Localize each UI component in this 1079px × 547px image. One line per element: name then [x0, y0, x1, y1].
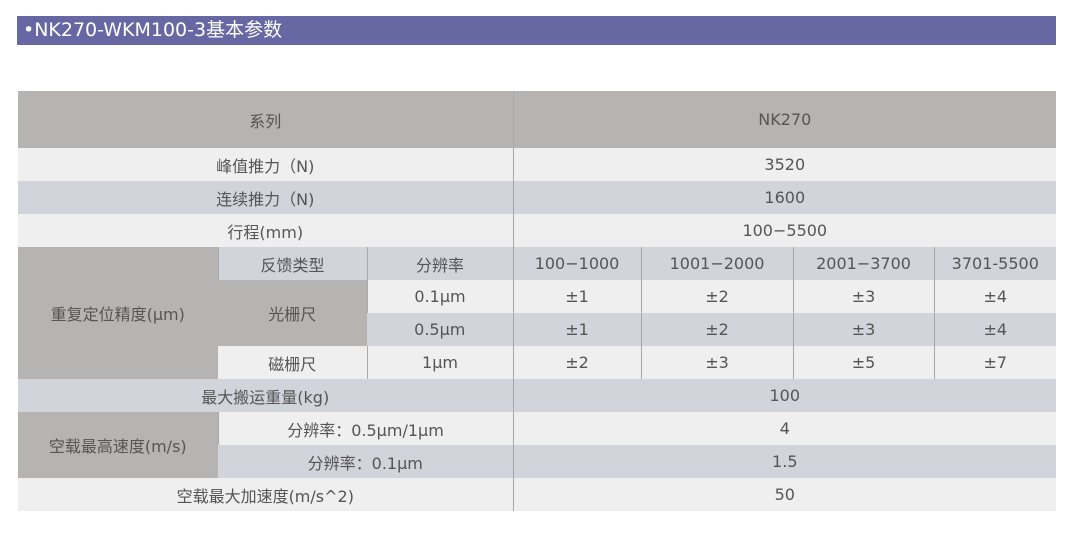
- table-row: 最大搬运重量(kg) 100: [18, 379, 1057, 412]
- resolution-cell: 1μm: [366, 346, 514, 379]
- table-row: 空载最高速度(m/s) 分辨率：0.5μm/1μm 4: [18, 412, 1057, 478]
- range-header: 3701-5500: [933, 247, 1057, 280]
- payload-label: 最大搬运重量(kg): [201, 387, 330, 407]
- value-cell: ±7: [933, 346, 1057, 379]
- table-row: 连续推力（N) 1600: [18, 181, 1057, 214]
- table-row: 行程(mm) 100−5500: [18, 214, 1057, 247]
- section-title: •NK270-WKM100-3基本参数: [17, 16, 1056, 45]
- range-header: 100−1000: [512, 247, 642, 280]
- series-label: 系列: [18, 91, 514, 148]
- range-header: 2001−3700: [792, 247, 935, 280]
- value-cell: ±3: [792, 313, 935, 346]
- value-cell: ±5: [792, 346, 935, 379]
- resolution-header: 分辨率: [366, 247, 514, 280]
- peak-force-value: 3520: [512, 148, 1057, 181]
- repeat-label: 重复定位精度(μm): [18, 247, 218, 379]
- value-cell: ±1: [512, 280, 642, 313]
- range-header: 1001−2000: [640, 247, 794, 280]
- value-cell: ±2: [512, 346, 642, 379]
- accel-label: 空载最大加速度(m/s^2): [176, 486, 354, 506]
- optical-scale-label: 光栅尺: [218, 280, 367, 346]
- speed-condition: 分辨率：0.1μm: [307, 453, 423, 473]
- peak-force-label: 峰值推力（N): [216, 156, 315, 176]
- table-header: 系列 NK270: [18, 91, 1057, 148]
- parameter-table: 系列 NK270 峰值推力（N) 3520 连续推力（N) 1600 行程(mm) 1…: [18, 91, 1057, 511]
- stroke-value: 100−5500: [512, 214, 1057, 247]
- resolution-cell: 0.1μm: [366, 280, 514, 313]
- speed-condition: 分辨率：0.5μm/1μm: [217, 412, 514, 445]
- value-cell: ±2: [640, 313, 794, 346]
- feedback-type-header: 反馈类型: [217, 247, 367, 280]
- value-cell: ±4: [933, 313, 1057, 346]
- table-row: 光栅尺 0.1μm ±1 ±2 ±3 ±4: [18, 280, 1057, 346]
- value-cell: ±1: [512, 313, 642, 346]
- cont-force-value: 1600: [512, 181, 1057, 214]
- value-cell: ±3: [792, 280, 935, 313]
- speed-value: 4: [512, 412, 1057, 445]
- magnetic-scale-label: 磁栅尺: [268, 354, 317, 374]
- table-row: 重复定位精度(μm) 反馈类型 分辨率 100−1000 1001−2000 2…: [18, 247, 1057, 379]
- payload-value: 100: [512, 379, 1057, 412]
- table-row: 空载最大加速度(m/s^2) 50: [18, 478, 1057, 511]
- accel-value: 50: [512, 478, 1057, 511]
- value-cell: ±2: [640, 280, 794, 313]
- stroke-label: 行程(mm): [227, 222, 304, 242]
- speed-label: 空载最高速度(m/s): [18, 412, 218, 478]
- resolution-cell: 0.5μm: [414, 320, 466, 339]
- table-row: 峰值推力（N) 3520: [18, 148, 1057, 181]
- value-cell: ±4: [933, 280, 1057, 313]
- series-value: NK270: [512, 91, 1057, 148]
- value-cell: ±3: [640, 346, 794, 379]
- cont-force-label: 连续推力（N): [216, 189, 315, 209]
- speed-value: 1.5: [512, 445, 1057, 478]
